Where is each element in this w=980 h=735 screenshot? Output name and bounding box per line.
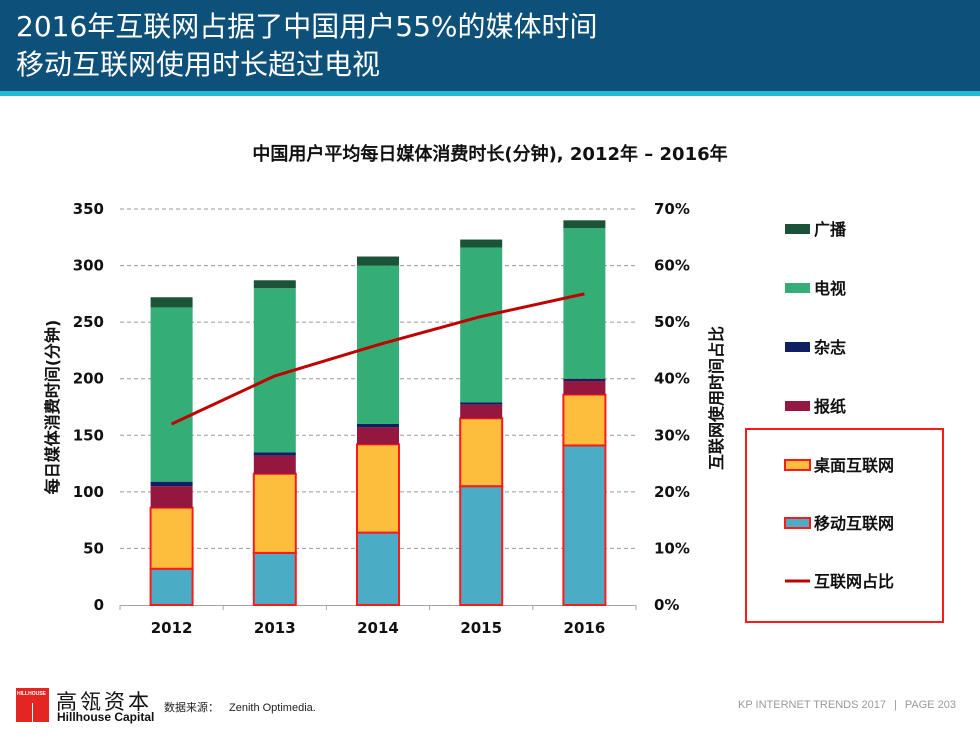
y2-tick-label: 20% — [654, 483, 690, 501]
y-tick-label: 300 — [73, 257, 104, 275]
source-label: 数据来源： — [164, 702, 219, 714]
source-value: Zenith Optimedia. — [229, 702, 316, 714]
legend-label: 杂志 — [814, 338, 846, 357]
slide-title-line-1: 2016年互联网占据了中国用户55%的媒体时间 — [16, 10, 598, 43]
legend-label: 报纸 — [814, 397, 846, 416]
header-accent-stripe — [0, 91, 980, 96]
legend-label: 广播 — [814, 220, 847, 239]
bar-segment — [252, 472, 297, 554]
bar-segment — [460, 239, 503, 248]
bar-segment — [562, 393, 607, 447]
bar-segment — [253, 280, 296, 289]
x-tick-label: 2014 — [357, 619, 399, 637]
bar-segment — [253, 452, 296, 456]
legend-swatch — [785, 401, 810, 411]
slide-title-line-2: 移动互联网使用时长超过电视 — [16, 48, 381, 81]
data-source: 数据来源： Zenith Optimedia. — [164, 699, 316, 715]
bar-segment — [563, 380, 606, 395]
logo-text: HILLHOUSE — [17, 691, 46, 697]
page-footer: KP INTERNET TRENDS 2017 | PAGE 203 — [738, 699, 956, 711]
hillhouse-logo: HILLHOUSE — [16, 688, 49, 722]
x-tick-label: 2012 — [151, 619, 193, 637]
bar-segment — [150, 297, 193, 308]
bar-segment — [252, 551, 297, 606]
bar-segment — [459, 485, 504, 607]
brand-name-cn: 高瓴资本 — [56, 690, 152, 714]
bar-segment — [149, 567, 194, 607]
bar-segment — [459, 417, 504, 488]
report-name: KP INTERNET TRENDS 2017 — [738, 699, 886, 711]
x-tick-label: 2016 — [564, 619, 606, 637]
bar-segment — [460, 404, 503, 419]
legend-swatch — [785, 283, 810, 293]
bar-segment — [356, 531, 400, 606]
y-tick-label: 100 — [73, 483, 104, 501]
y2-tick-label: 0% — [654, 596, 679, 614]
chart-title: 中国用户平均每日媒体消费时长(分钟), 2012年 – 2016年 — [252, 144, 728, 165]
bar-segment — [150, 486, 193, 508]
bar-segment — [460, 247, 503, 403]
y2-tick-label: 40% — [654, 370, 690, 388]
x-tick-label: 2013 — [254, 619, 296, 637]
bar-segment — [150, 307, 193, 482]
bar-segment — [253, 455, 296, 474]
y-tick-label: 0 — [94, 596, 104, 614]
footer-separator: | — [893, 699, 897, 711]
bar-segment — [357, 256, 399, 266]
y2-tick-label: 50% — [654, 313, 690, 331]
bar-segment — [356, 443, 400, 534]
bar-segment — [357, 423, 399, 428]
legend-label: 移动互联网 — [814, 514, 894, 533]
y2-tick-label: 60% — [654, 257, 690, 275]
header-bar: 2016年互联网占据了中国用户55%的媒体时间 移动互联网使用时长超过电视 — [0, 0, 980, 91]
page-number: PAGE 203 — [904, 699, 956, 711]
logo-bar — [32, 703, 33, 722]
legend-swatch — [785, 342, 810, 352]
bar-segment — [563, 228, 606, 379]
bar-segment — [563, 220, 606, 229]
y-axis-title: 每日媒体消费时间(分钟) — [43, 320, 62, 495]
y2-tick-label: 70% — [654, 200, 690, 218]
bar-segment — [460, 402, 503, 405]
legend-label: 电视 — [814, 279, 846, 298]
y-tick-label: 50 — [83, 539, 104, 557]
y2-axis-title: 互联网使用时间占比 — [707, 326, 726, 470]
bar-segment — [357, 427, 399, 445]
y-tick-label: 150 — [73, 426, 104, 444]
legend-swatch — [784, 517, 811, 529]
y2-tick-label: 10% — [654, 539, 690, 557]
legend-label: 桌面互联网 — [814, 456, 894, 475]
bar-segment — [563, 378, 606, 381]
legend-label: 互联网占比 — [814, 572, 894, 591]
legend-swatch — [785, 224, 810, 234]
bar-segment — [149, 506, 194, 570]
y-tick-label: 250 — [73, 313, 104, 331]
x-tick-label: 2015 — [460, 619, 502, 637]
y-tick-label: 350 — [73, 200, 104, 218]
bar-segment — [150, 481, 193, 487]
brand-name-en: Hillhouse Capital — [57, 710, 155, 724]
legend-swatch — [784, 459, 811, 471]
y-tick-label: 200 — [73, 370, 104, 388]
legend-highlight-box — [745, 428, 944, 623]
y2-tick-label: 30% — [654, 426, 690, 444]
bar-segment — [562, 444, 607, 606]
